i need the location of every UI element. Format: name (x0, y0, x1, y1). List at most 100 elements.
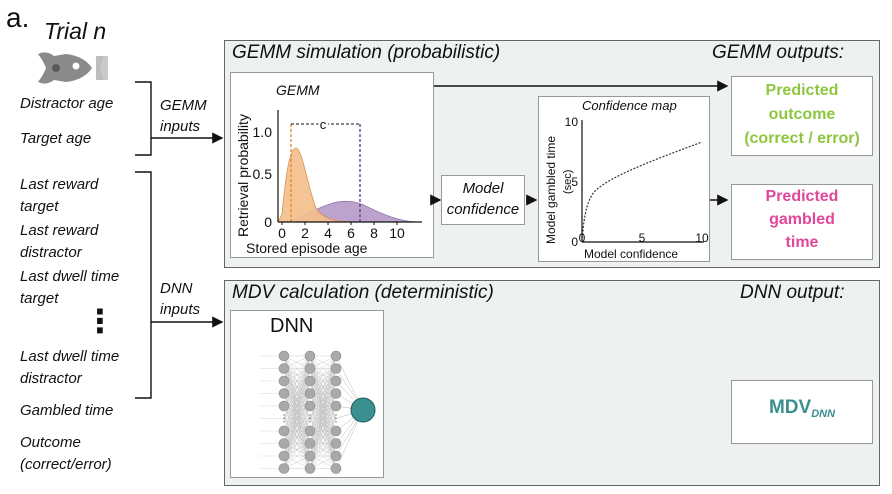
dnn-node (330, 450, 342, 462)
gemm-plot-title: GEMM (276, 82, 320, 98)
cm-xtick-label: 5 (639, 231, 646, 245)
dnn-output-node (350, 397, 376, 423)
bracket-label: c (320, 117, 327, 132)
mdv-output-sub: DNN (811, 408, 836, 421)
dnn-node (304, 400, 316, 412)
dnn-node (330, 425, 342, 437)
input-distractor-age: Distractor age (20, 95, 114, 112)
gemm-plot-xlabel: Stored episode age (246, 240, 368, 256)
gemm-inputs-label-2: inputs (160, 118, 201, 135)
input-last-reward-target-2: target (20, 198, 59, 215)
mouse-icon (38, 52, 108, 84)
dnn-node (278, 463, 290, 474)
dnn-node (304, 450, 316, 462)
confidence-map-curve (581, 141, 703, 243)
dnn-panel-title: MDV calculation (deterministic) (232, 282, 494, 303)
dnn-ellipsis: ⋮ (305, 414, 315, 425)
dnn-node (304, 388, 316, 399)
dnn-node (330, 388, 342, 399)
dnn-node (278, 350, 290, 362)
dnn-node (278, 400, 290, 412)
dnn-node (304, 463, 316, 474)
cm-ytick-label: 5 (571, 175, 578, 189)
model-confidence-box (441, 175, 525, 225)
dnn-node (330, 350, 342, 362)
dnn-node (278, 438, 290, 449)
predicted-gambled-label-3: time (785, 234, 819, 251)
confidence-map-box (538, 96, 710, 262)
model-confidence-label-2: confidence (446, 201, 520, 218)
dnn-node (330, 400, 342, 412)
dnn-ellipsis: ⋮ (279, 414, 289, 425)
predicted-gambled-label-2: gambled (769, 211, 835, 228)
input-gambled-time: Gambled time (20, 402, 114, 419)
confidence-map: Confidence map Model gambled time (sec) … (544, 98, 709, 261)
mdv-output-box (731, 380, 873, 444)
cm-ytick-label: 10 (565, 115, 579, 129)
dnn-inputs-label-1: DNN (160, 280, 193, 297)
dnn-network: ⋮ ⋮ ⋮ (260, 350, 376, 474)
dnn-node (330, 363, 342, 374)
dnn-node (330, 438, 342, 449)
gemm-ytick-label: 0 (264, 214, 272, 230)
input-last-dwell-target-2: target (20, 290, 59, 307)
mdv-output-main: MDV (768, 397, 812, 418)
dnn-node (304, 425, 316, 437)
cm-xtick-label: 0 (579, 231, 586, 245)
dnn-network-title: DNN (270, 315, 314, 337)
target-distribution (277, 147, 355, 223)
mdv-output-label: MDVDNN (731, 397, 873, 420)
panel-label: a. (6, 2, 30, 33)
dnn-node (304, 375, 316, 387)
predicted-gambled-label-1: Predicted (765, 188, 839, 205)
gemm-outputs-title: GEMM outputs: (712, 42, 844, 63)
gemm-inputs-label-1: GEMM (160, 97, 207, 114)
input-last-dwell-distractor-2: distractor (20, 370, 82, 387)
gemm-ytick-label: 0.5 (253, 166, 273, 182)
input-outcome-1: Outcome (20, 434, 81, 451)
gemm-xtick-label: 8 (370, 225, 378, 241)
confidence-map-ylabel-unit: (sec) (562, 170, 574, 194)
gemm-xtick-label: 4 (324, 225, 332, 241)
input-last-reward-distractor-2: distractor (20, 244, 82, 261)
dnn-outputs-title: DNN output: (740, 282, 845, 303)
dnn-node (304, 363, 316, 374)
input-last-reward-distractor-1: Last reward (20, 222, 99, 239)
input-last-dwell-target-1: Last dwell time (20, 268, 120, 285)
gemm-xtick-label: 10 (389, 225, 405, 241)
cm-ytick-label: 0 (571, 235, 578, 249)
cm-xtick-label: 10 (695, 231, 709, 245)
input-ellipsis: ⋮ (84, 303, 116, 339)
dnn-ellipsis: ⋮ (331, 414, 341, 425)
confidence-map-ylabel: Model gambled time (544, 136, 558, 244)
gemm-xtick-label: 2 (301, 225, 309, 241)
dnn-node (278, 388, 290, 399)
predicted-outcome-box (731, 76, 873, 156)
dnn-node (330, 375, 342, 387)
dnn-inputs-label-2: inputs (160, 301, 201, 318)
gemm-plot-ylabel: Retrieval probability (235, 114, 251, 237)
model-confidence-label-1: Model (462, 180, 504, 197)
dnn-node (330, 463, 342, 474)
gemm-panel-title: GEMM simulation (probabilistic) (232, 42, 501, 63)
predicted-outcome-label-1: Predicted (765, 82, 839, 99)
predicted-gambled-box (731, 184, 873, 260)
input-last-dwell-distractor-1: Last dwell time (20, 348, 120, 365)
predicted-outcome-label-2: outcome (768, 106, 836, 123)
dnn-node (278, 425, 290, 437)
dnn-node (278, 375, 290, 387)
input-target-age: Target age (20, 130, 92, 147)
trial-title: Trial n (44, 18, 107, 44)
dnn-node (304, 438, 316, 449)
gemm-xtick-label: 0 (278, 225, 286, 241)
confidence-map-title: Confidence map (582, 98, 677, 113)
dnn-node (278, 363, 290, 374)
predicted-outcome-label-3: (correct / error) (744, 130, 860, 147)
dnn-node (304, 350, 316, 362)
input-last-reward-target-1: Last reward (20, 176, 99, 193)
input-outcome-2: (correct/error) (20, 456, 112, 473)
gemm-ytick-label: 1.0 (253, 124, 273, 140)
gemm-xtick-label: 6 (347, 225, 355, 241)
confidence-map-xlabel: Model confidence (584, 247, 678, 261)
dnn-node (278, 450, 290, 462)
